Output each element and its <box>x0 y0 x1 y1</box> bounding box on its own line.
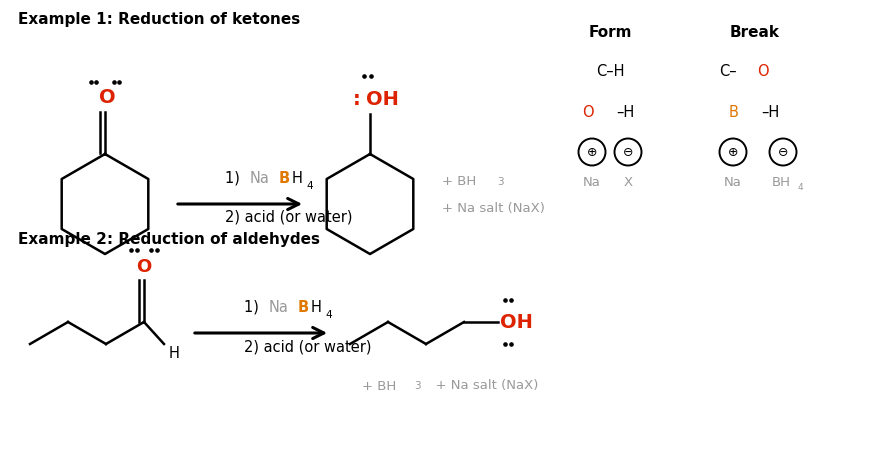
Text: Na: Na <box>724 176 742 188</box>
Text: H: H <box>311 300 321 315</box>
Text: BH: BH <box>772 176 790 188</box>
Text: Na: Na <box>583 176 601 188</box>
Text: :: : <box>353 90 361 109</box>
Text: OH: OH <box>500 313 533 331</box>
Text: Na: Na <box>250 171 270 186</box>
Text: 2) acid (or water): 2) acid (or water) <box>244 339 371 354</box>
Text: ⊖: ⊖ <box>778 146 788 159</box>
Text: O: O <box>757 65 768 79</box>
Text: H: H <box>292 171 303 186</box>
Text: 1): 1) <box>225 171 244 186</box>
Text: Example 1: Reduction of ketones: Example 1: Reduction of ketones <box>18 12 300 27</box>
Text: O: O <box>583 105 594 119</box>
Text: 4: 4 <box>797 182 802 191</box>
Text: Na: Na <box>269 300 289 315</box>
Text: 3: 3 <box>414 381 420 391</box>
Text: –H: –H <box>616 105 634 119</box>
Text: Form: Form <box>589 25 632 40</box>
Text: B: B <box>298 300 309 315</box>
Text: 2) acid (or water): 2) acid (or water) <box>225 210 352 225</box>
Text: 3: 3 <box>497 177 504 187</box>
Text: B: B <box>279 171 290 186</box>
Text: –H: –H <box>761 105 780 119</box>
Text: 1): 1) <box>244 300 264 315</box>
Text: H: H <box>169 346 180 361</box>
Text: X: X <box>624 176 632 188</box>
Text: ⊕: ⊕ <box>587 146 597 159</box>
Text: + Na salt (NaX): + Na salt (NaX) <box>442 202 545 216</box>
Text: B: B <box>729 105 739 119</box>
Text: 4: 4 <box>325 310 332 320</box>
Text: O: O <box>137 258 152 276</box>
Text: C–: C– <box>719 65 737 79</box>
Text: + BH: + BH <box>362 379 396 393</box>
Text: Break: Break <box>730 25 780 40</box>
Text: + BH: + BH <box>442 176 477 188</box>
Text: ⊖: ⊖ <box>623 146 633 159</box>
Text: 4: 4 <box>306 181 313 191</box>
Text: + Na salt (NaX): + Na salt (NaX) <box>427 379 539 393</box>
Text: O: O <box>99 88 116 107</box>
Text: OH: OH <box>365 90 399 109</box>
Text: Example 2: Reduction of aldehydes: Example 2: Reduction of aldehydes <box>18 232 320 247</box>
Text: C–H: C–H <box>596 65 625 79</box>
Text: ⊕: ⊕ <box>728 146 738 159</box>
